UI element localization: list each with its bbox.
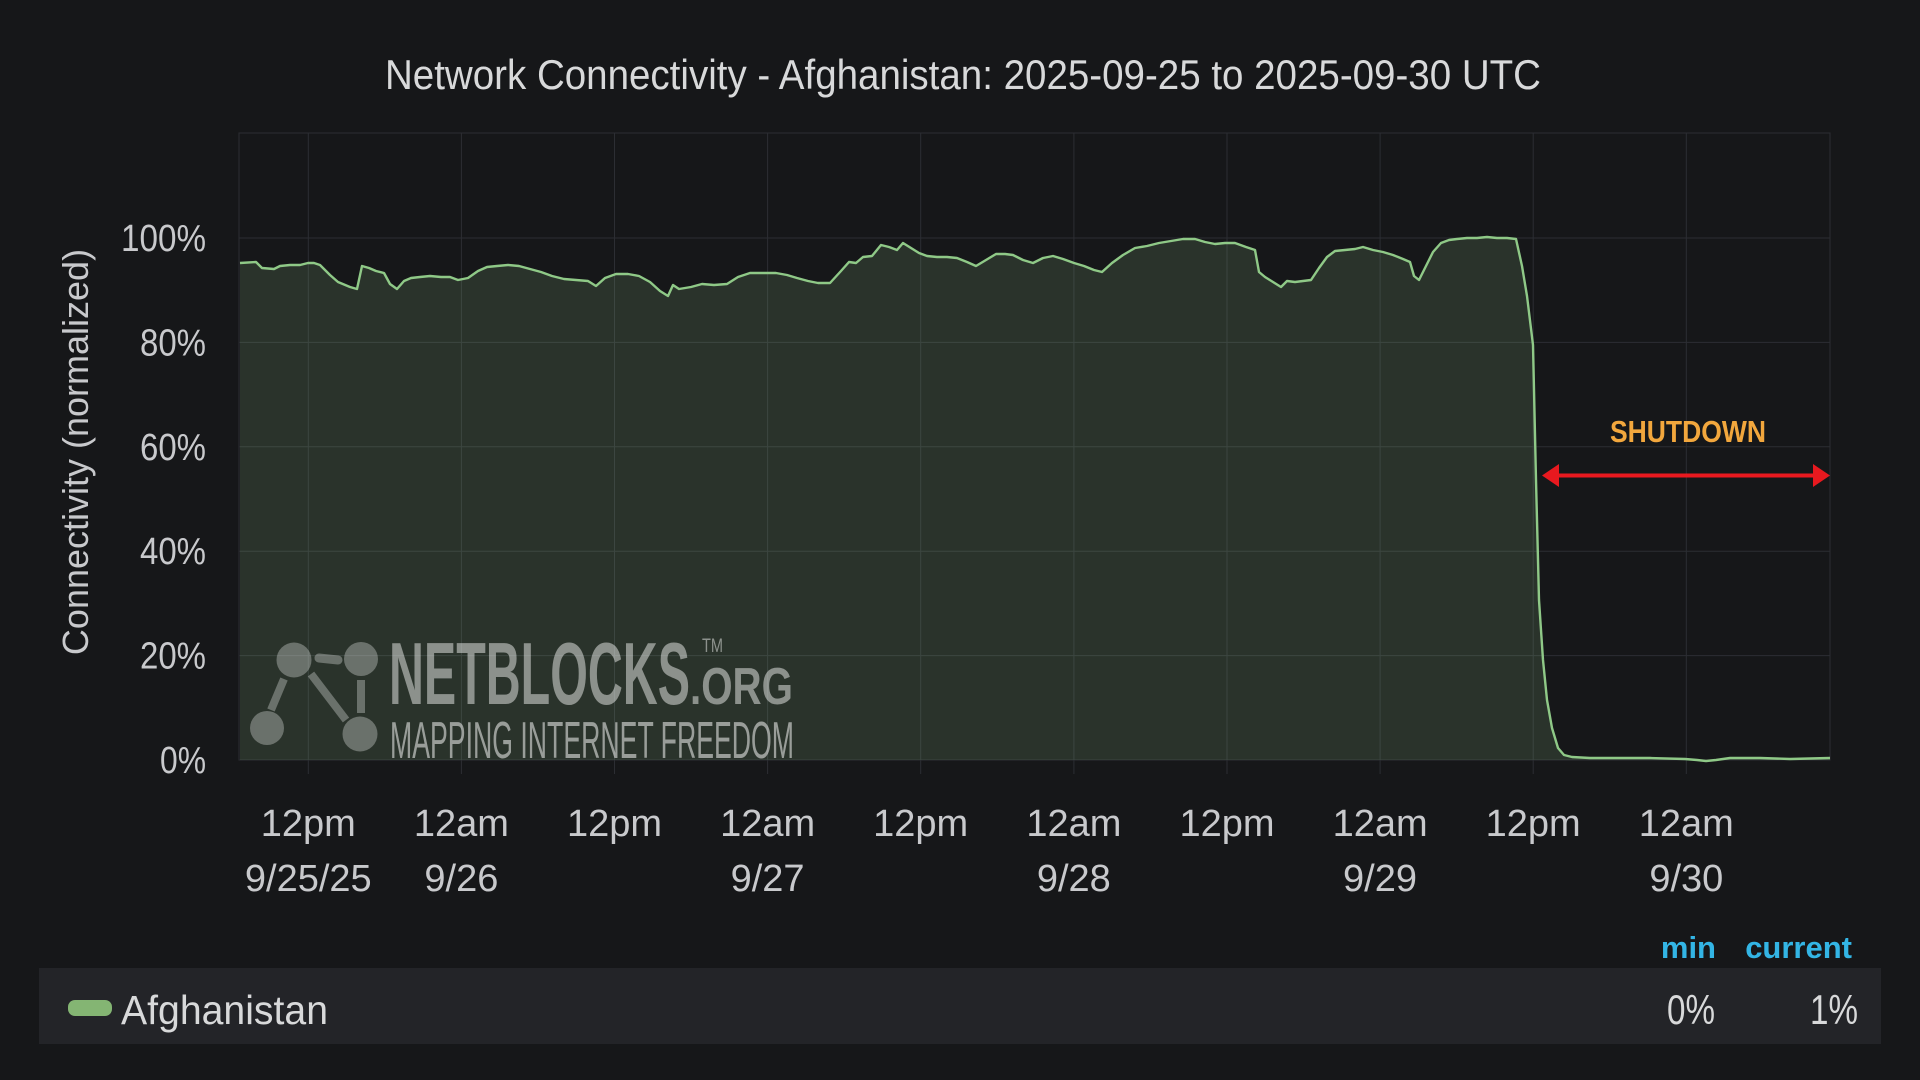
svg-text:SHUTDOWN: SHUTDOWN — [1610, 414, 1766, 449]
svg-text:9/26: 9/26 — [424, 858, 498, 900]
svg-text:9/25/25: 9/25/25 — [245, 858, 372, 900]
svg-text:12am: 12am — [1639, 803, 1734, 845]
svg-text:12pm: 12pm — [873, 803, 968, 845]
svg-text:9/27: 9/27 — [731, 858, 805, 900]
svg-text:12pm: 12pm — [1486, 803, 1581, 845]
svg-text:60%: 60% — [140, 427, 206, 469]
svg-text:12pm: 12pm — [1179, 803, 1274, 845]
svg-text:12pm: 12pm — [567, 803, 662, 845]
svg-text:80%: 80% — [140, 322, 206, 364]
svg-text:NETBLOCKS: NETBLOCKS — [389, 624, 690, 723]
svg-text:12am: 12am — [1333, 803, 1428, 845]
svg-text:12am: 12am — [414, 803, 509, 845]
svg-text:Afghanistan: Afghanistan — [121, 987, 328, 1033]
svg-text:100%: 100% — [121, 218, 206, 260]
svg-text:1%: 1% — [1810, 986, 1858, 1033]
svg-text:12am: 12am — [720, 803, 815, 845]
svg-text:0%: 0% — [160, 740, 206, 782]
svg-text:40%: 40% — [140, 531, 206, 573]
svg-text:12pm: 12pm — [261, 803, 356, 845]
svg-text:Connectivity (normalized): Connectivity (normalized) — [55, 249, 96, 655]
svg-text:9/29: 9/29 — [1343, 858, 1417, 900]
svg-text:MAPPING INTERNET FREEDOM: MAPPING INTERNET FREEDOM — [390, 712, 794, 770]
svg-text:12am: 12am — [1026, 803, 1121, 845]
svg-text:.ORG: .ORG — [690, 658, 793, 716]
svg-text:min: min — [1661, 930, 1716, 965]
svg-text:0%: 0% — [1667, 986, 1715, 1033]
svg-text:Network Connectivity - Afghani: Network Connectivity - Afghanistan: 2025… — [385, 51, 1541, 98]
svg-text:9/28: 9/28 — [1037, 858, 1111, 900]
svg-text:TM: TM — [702, 636, 723, 657]
svg-text:20%: 20% — [140, 636, 206, 678]
svg-text:current: current — [1745, 930, 1852, 965]
svg-text:9/30: 9/30 — [1649, 858, 1723, 900]
